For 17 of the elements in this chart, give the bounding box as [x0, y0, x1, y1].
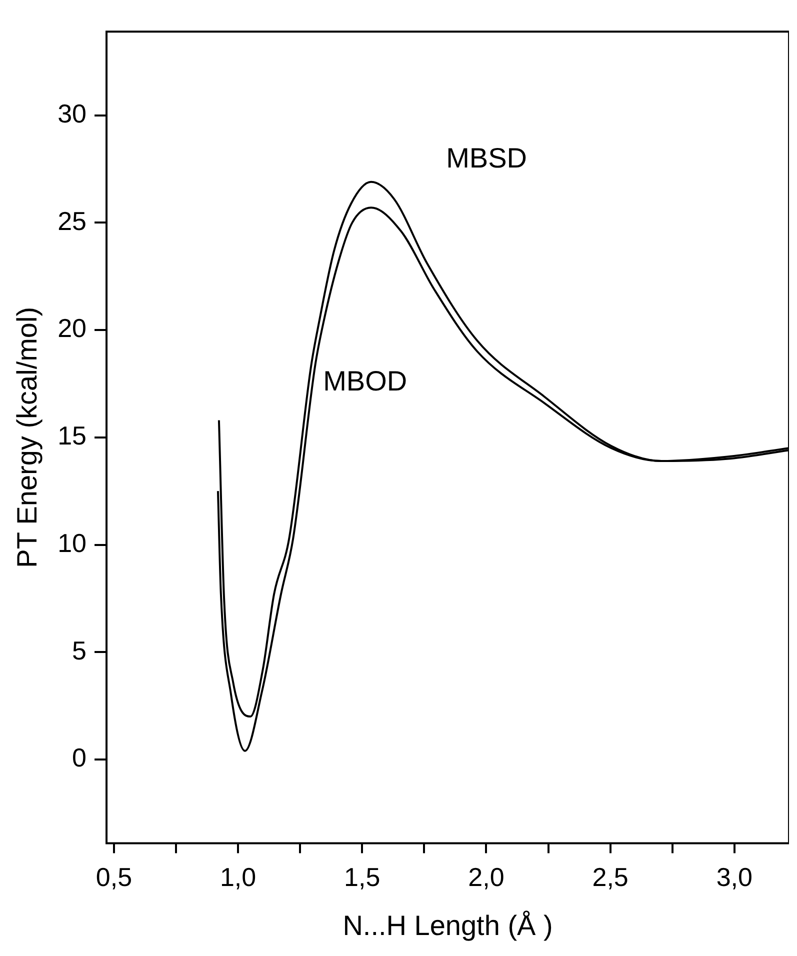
x-tick-label: 2,5	[592, 862, 628, 892]
text: MBSD	[446, 142, 527, 174]
y-tick-label: 25	[58, 206, 87, 236]
y-axis-title: PT Energy (kcal/mol)	[12, 306, 43, 568]
y-tick-label: 20	[58, 313, 87, 344]
y-tick-label: 0	[72, 742, 87, 773]
x-tick-label: 0,5	[96, 862, 132, 892]
x-tick-label: 3,0	[716, 862, 752, 892]
x-tick-label: 2,0	[468, 862, 504, 892]
x-tick-label: 1,5	[344, 862, 380, 892]
y-tick-label: 5	[72, 635, 87, 666]
x-tick-label: 1,0	[220, 862, 256, 892]
y-tick-label: 30	[58, 98, 87, 129]
series-label: MBOD	[323, 365, 408, 396]
x-axis-title: N...H Length (Å )	[342, 910, 553, 941]
y-tick-label: 10	[58, 528, 87, 558]
y-tick-label: 15	[58, 420, 87, 451]
